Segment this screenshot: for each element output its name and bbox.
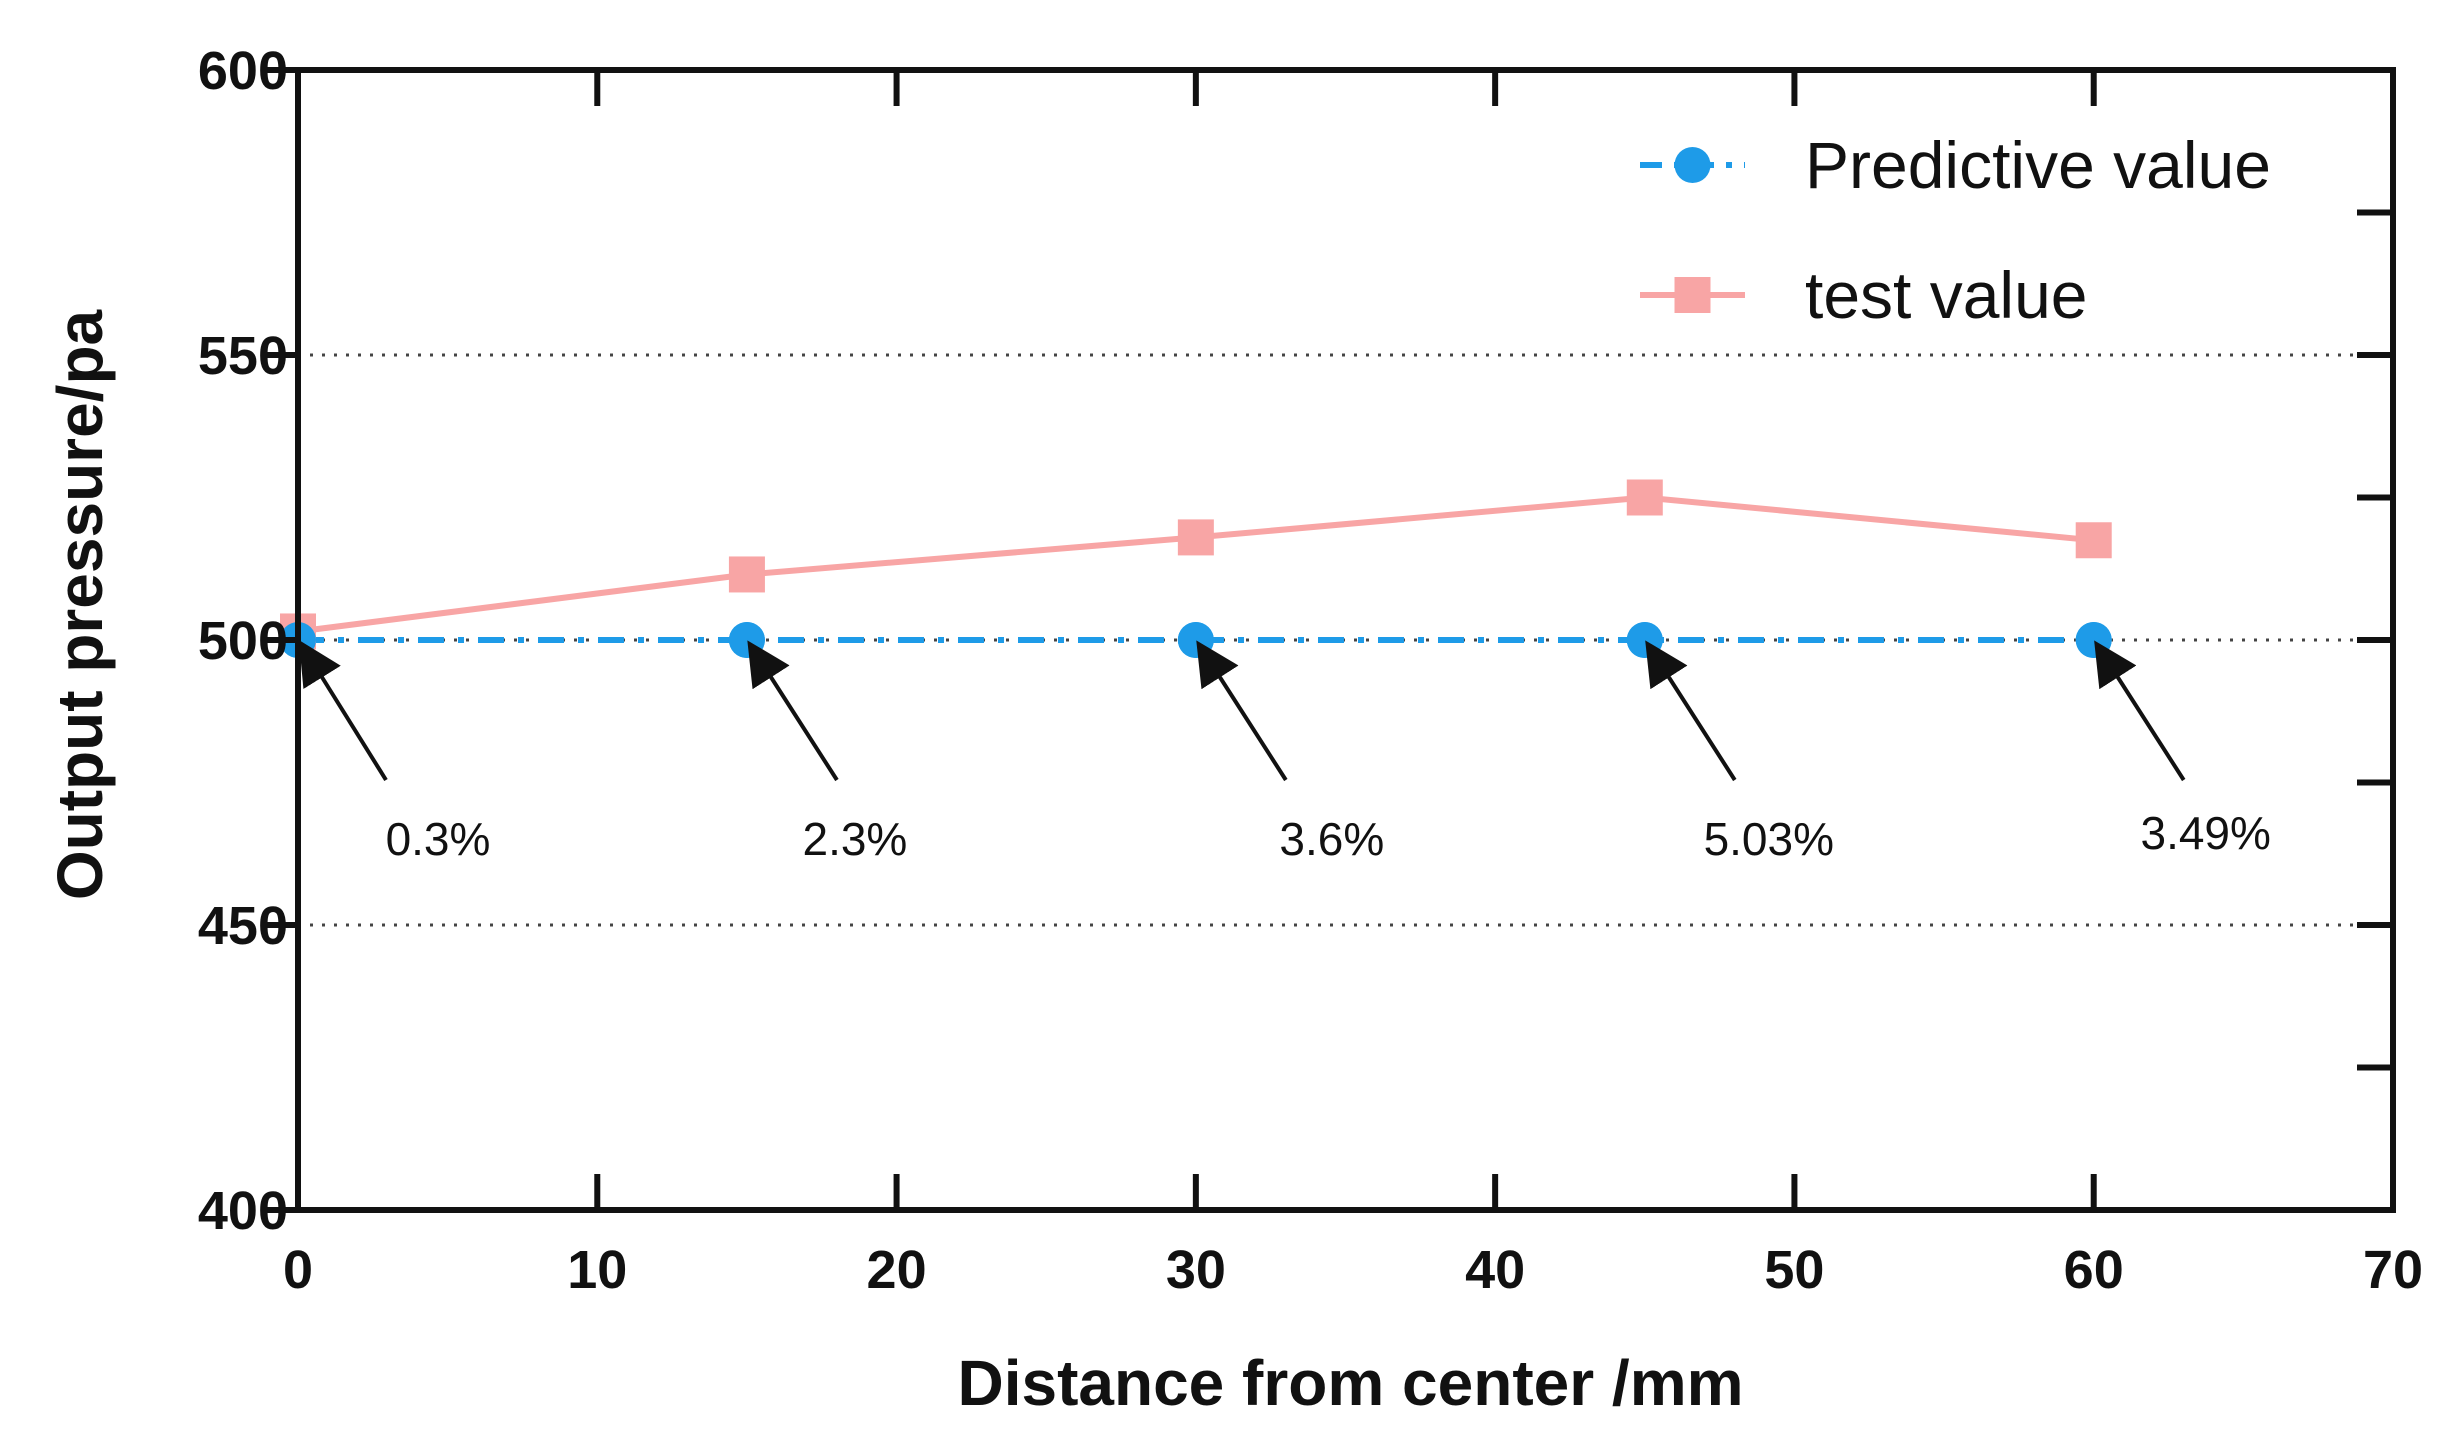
x-tick-label: 20	[867, 1240, 927, 1300]
y-tick-label: 500	[198, 611, 288, 671]
predictive-point-top	[1626, 622, 1663, 658]
x-tick-label: 40	[1465, 1240, 1525, 1300]
annotation-label: 2.3%	[802, 813, 907, 865]
y-tick-label: 450	[198, 896, 288, 956]
annotation-label: 3.49%	[2140, 807, 2270, 859]
test-point	[2075, 522, 2112, 559]
predictive-point-top	[2075, 622, 2112, 658]
x-tick-label: 70	[2363, 1240, 2423, 1300]
y-tick-label: 400	[198, 1181, 288, 1241]
series-layer	[280, 479, 2112, 658]
legend-label-predictive: Predictive value	[1805, 128, 2271, 202]
annotation-arrow	[2094, 640, 2186, 782]
legend: Predictive value test value	[1640, 128, 2271, 332]
annotation-arrow	[298, 640, 388, 782]
x-tick-label: 60	[2064, 1240, 2124, 1300]
y-axis-title: Output pressure/pa	[44, 309, 116, 900]
grid	[298, 353, 2393, 927]
x-axis-title: Distance from center /mm	[957, 1347, 1743, 1419]
annotation-arrow	[1196, 640, 1288, 782]
test-point	[1177, 519, 1214, 556]
annotation-label: 5.03%	[1704, 813, 1834, 865]
predictive-point-top	[1177, 622, 1214, 658]
predictive-point-top	[728, 622, 765, 658]
test-point	[728, 556, 765, 593]
annotation-label: 3.6%	[1279, 813, 1384, 865]
legend-marker-test	[1674, 277, 1711, 313]
legend-label-test: test value	[1805, 258, 2088, 332]
x-tick-label: 50	[1764, 1240, 1824, 1300]
x-tick-label: 10	[567, 1240, 627, 1300]
y-tick-label: 550	[198, 326, 288, 386]
axes: 0 10 20 30 40 50 60 70 400 450 500 550 600	[198, 41, 2423, 1300]
annotation-arrow	[1645, 640, 1737, 782]
legend-marker-predictive	[1674, 147, 1711, 183]
annotation-arrow	[747, 640, 839, 782]
y-tick-label: 600	[198, 41, 288, 101]
test-point	[1626, 479, 1663, 516]
series-line-2	[297, 494, 2094, 635]
annotation-label: 0.3%	[386, 813, 491, 865]
x-tick-label: 30	[1166, 1240, 1226, 1300]
x-tick-label: 0	[283, 1240, 313, 1300]
annotations: 0.3% 2.3% 3.6% 5.03% 3.49%	[298, 640, 2271, 865]
